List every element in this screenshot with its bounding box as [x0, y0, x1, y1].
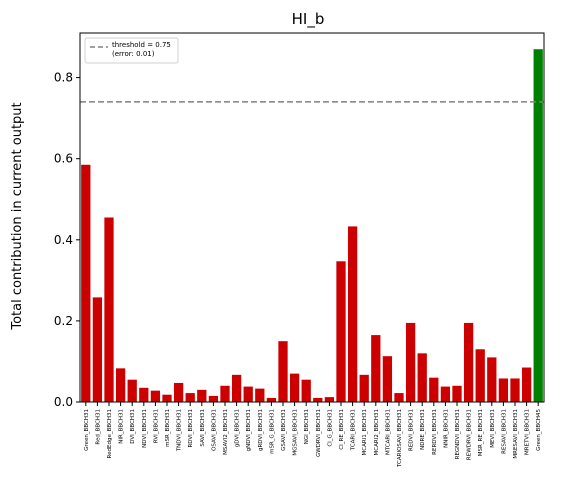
bar-MRESAVI_BBCH31 [510, 378, 520, 402]
bar-TNDVI_BBCH31 [173, 382, 184, 402]
x-tick-label: RedEdge_BBCH31 [107, 409, 113, 458]
bar-Green_BBCH31 [81, 164, 91, 402]
bar-NDVI_BBCH31 [139, 387, 149, 402]
bar-gRDVI_BBCH31 [255, 388, 265, 402]
bar-RERDVI_BBCH31 [429, 377, 439, 402]
x-tick-label: DVI_BBCH31 [130, 409, 136, 444]
x-tick-label: MRESAVI_BBCH31 [513, 409, 519, 459]
x-tick-label: gNDVI_BBCH31 [246, 409, 252, 451]
chart-title: HI_b [292, 10, 325, 29]
bar-MCARI1_BBCH31 [359, 374, 369, 402]
x-tick-label: REWDRVI_BBCH31 [467, 409, 473, 460]
bar-Green_BBCH45 [533, 49, 543, 402]
bar-REDVI_BBCH31 [405, 322, 416, 402]
x-tick-label: NNIR_BBCH31 [443, 409, 449, 448]
bar-NGI_BBCH31 [301, 379, 311, 402]
bar-GWDRVI_BBCH31 [313, 397, 323, 402]
x-tick-label: GWDRVI_BBCH31 [316, 409, 322, 457]
bar-RVI_BBCH31 [150, 390, 161, 402]
legend-box [84, 37, 179, 64]
y-axis-label: Total contribution in current output [10, 102, 25, 330]
x-tick-label: RESAVI_BBCH31 [501, 409, 507, 454]
x-tick-label: gDVI_BBCH31 [235, 409, 241, 447]
bar-RESAVI_BBCH31 [498, 378, 509, 402]
x-tick-label: MGSAVI_BBCH31 [293, 409, 299, 456]
bar-MCARI2_BBCH31 [371, 335, 381, 402]
bar-RedEdge_BBCH31 [104, 217, 114, 402]
bar-REGNDVI_BBCH31 [452, 385, 462, 402]
bar-gNDVI_BBCH31 [243, 386, 253, 402]
plot-frame [79, 32, 545, 403]
x-tick-label: TNDVI_BBCH31 [177, 409, 183, 452]
y-axis: 0.0 0.2 0.4 0.6 0.8 [54, 71, 80, 409]
bar-MSAVI2_BBCH31 [220, 385, 230, 402]
x-tick-label: gRDVI_BBCH31 [258, 409, 264, 451]
x-tick-label: MCARI1_BBCH31 [362, 409, 368, 455]
x-tick-label: REGNDVI_BBCH31 [455, 409, 461, 459]
x-tick-label: RVI_BBCH31 [153, 409, 159, 443]
x-axis: Green_BBCH31 Red_BBCH31 RedEdge_BBCH31 NIR_… [84, 402, 542, 468]
x-tick-label: MCARI2_BBCH31 [374, 409, 380, 455]
bar-SAVI_BBCH31 [197, 389, 207, 402]
x-tick-label: Green_BBCH31 [84, 409, 90, 451]
x-tick-label: SAVI_BBCH31 [200, 409, 206, 447]
y-tick-label: 0.2 [54, 314, 73, 328]
x-tick-label: MRETVI_BBCH31 [525, 409, 531, 455]
bar-MEVI_BBCH31 [487, 357, 497, 402]
x-tick-label: Red_BBCH31 [95, 409, 101, 445]
bar-MGSAVI_BBCH31 [289, 373, 300, 402]
bar-CI_G_BBCH31 [324, 397, 335, 402]
bar-DVI_BBCH31 [127, 379, 137, 402]
bar-CI_RE_BBCH31 [336, 261, 346, 402]
x-tick-label: TCARI_BBCH31 [351, 409, 357, 451]
x-tick-label: CI_RE_BBCH31 [339, 409, 345, 450]
y-tick-label: 0.0 [54, 395, 73, 409]
x-tick-label: Green_BBCH45 [536, 409, 542, 451]
y-tick-label: 0.6 [54, 152, 73, 166]
x-tick-label: MTCARI_BBCH31 [385, 409, 391, 455]
legend: threshold = 0.75 (error: 0.01) [84, 37, 179, 64]
x-tick-label: mSR_BBCH31 [165, 409, 171, 447]
legend-threshold-label: threshold = 0.75 [112, 41, 171, 49]
bar-REWDRVI_BBCH31 [463, 322, 474, 402]
bar-MRETVI_BBCH31 [521, 367, 532, 402]
bar-MSR_RE_BBCH31 [475, 349, 485, 402]
bar-MTCARI_BBCH31 [382, 356, 393, 402]
legend-threshold-error: (error: 0.01) [112, 50, 155, 58]
x-tick-label: mSR_G_BBCH31 [269, 409, 275, 454]
x-tick-label: MSR_RE_BBCH31 [478, 409, 484, 456]
bars-layer [81, 49, 543, 402]
bar-mSR_G_BBCH31 [266, 397, 277, 402]
y-tick-label: 0.8 [54, 71, 73, 85]
x-tick-label: RDVI_BBCH31 [188, 409, 194, 448]
bar-OSAVI_BBCH31 [208, 395, 219, 402]
bar-NDRE_BBCH31 [417, 353, 427, 402]
bar-TCARI_BBCH31 [347, 226, 358, 402]
x-tick-label: NGI_BBCH31 [304, 409, 310, 444]
bar-GSAVI_BBCH31 [278, 341, 288, 402]
x-tick-label: OSAVI_BBCH31 [211, 409, 217, 451]
bar-gDVI_BBCH31 [231, 374, 242, 402]
bar-TCARIOSAVI_BBCH31 [394, 393, 404, 402]
x-tick-label: NDVI_BBCH31 [142, 409, 148, 448]
y-tick-label: 0.4 [54, 233, 73, 247]
bar-Red_BBCH31 [92, 297, 103, 402]
x-tick-label: MSAVI2_BBCH31 [223, 409, 229, 455]
bar-mSR_BBCH31 [162, 394, 172, 402]
x-tick-label: TCARIOSAVI_BBCH31 [397, 409, 403, 468]
x-tick-label: CI_G_BBCH31 [327, 409, 333, 447]
bar-RDVI_BBCH31 [185, 393, 195, 402]
bar-NIR_BBCH31 [115, 368, 126, 402]
x-tick-label: NIR_BBCH31 [119, 409, 125, 444]
x-tick-label: MEVI_BBCH31 [490, 409, 496, 448]
x-tick-label: GSAVI_BBCH31 [281, 409, 287, 451]
x-tick-label: REDVI_BBCH31 [409, 409, 415, 451]
x-tick-label: NDRE_BBCH31 [420, 409, 426, 450]
x-tick-label: RERDVI_BBCH31 [432, 409, 438, 455]
bar-NNIR_BBCH31 [440, 386, 451, 402]
